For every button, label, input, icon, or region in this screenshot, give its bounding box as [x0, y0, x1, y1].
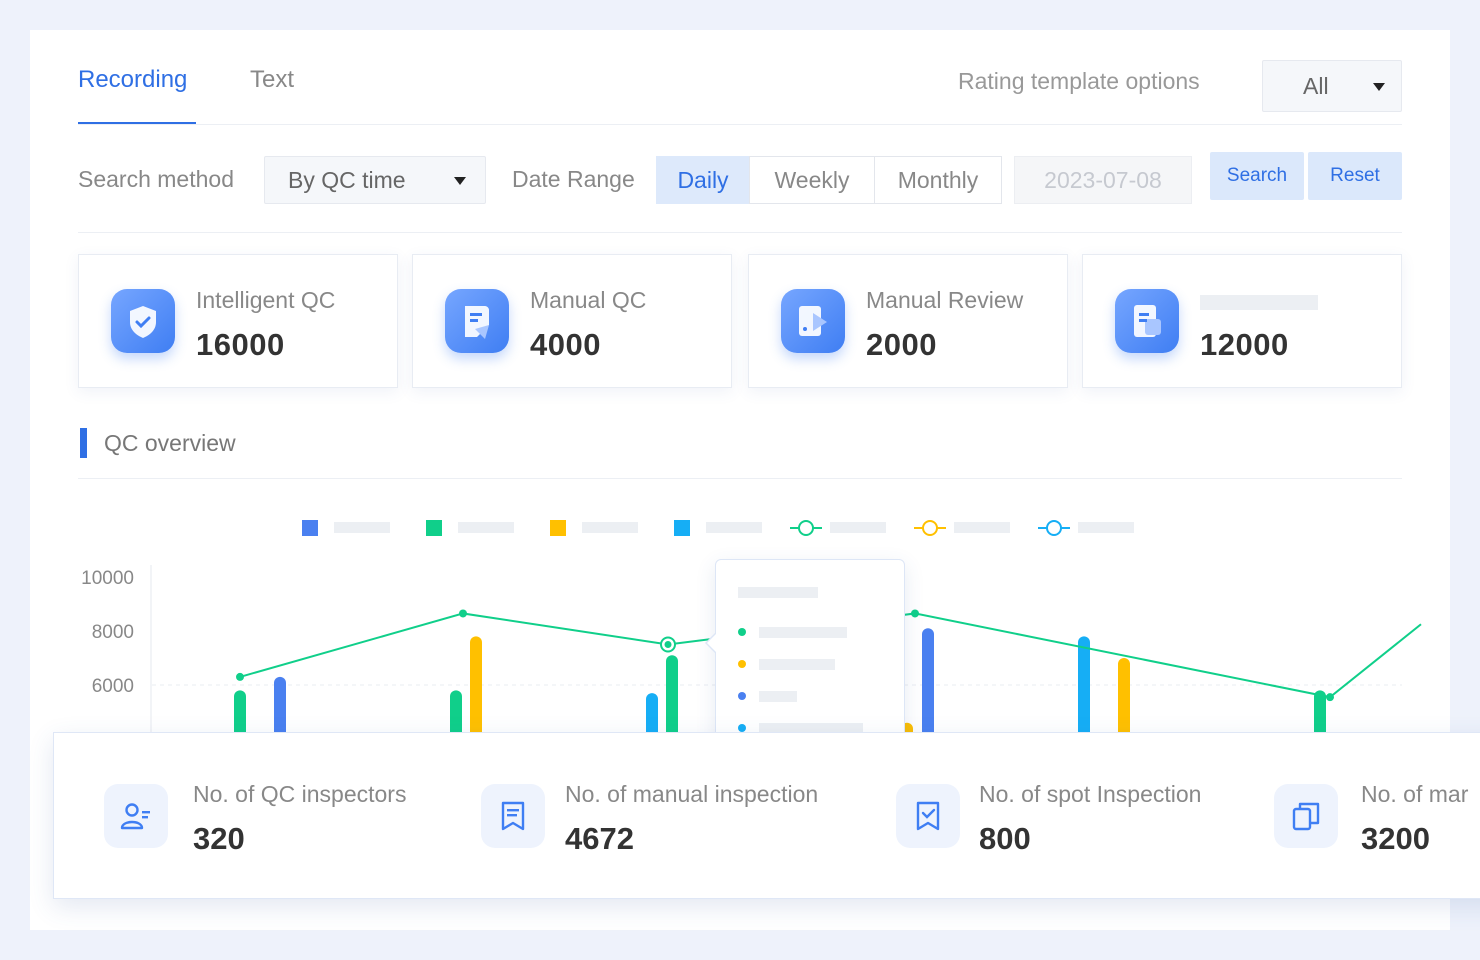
legend-marker [1046, 520, 1062, 536]
legend-marker [922, 520, 938, 536]
date-range-label: Date Range [512, 166, 635, 192]
stat-value: 4000 [530, 327, 601, 362]
legend-swatch [674, 520, 690, 536]
period-daily[interactable]: Daily [656, 156, 750, 204]
tab-recording[interactable]: Recording [78, 66, 188, 93]
stat-title: Manual QC [530, 287, 647, 313]
bar-yellow [470, 636, 482, 760]
chart-tooltip [705, 559, 905, 759]
user-list-icon [104, 784, 168, 848]
bottom-stats-panel: No. of QC inspectors 320 No. of manual i… [53, 732, 1480, 899]
bottom-stat-title: No. of manual inspection [565, 781, 819, 807]
date-input[interactable]: 2023-07-08 [1014, 156, 1192, 204]
rating-template-label: Rating template options [958, 68, 1200, 94]
shield-check-icon [111, 289, 175, 353]
bar-cyan [1078, 636, 1090, 760]
line-point [664, 641, 672, 648]
stat-card-manual-qc: Manual QC 4000 [412, 254, 732, 388]
stat-value: 16000 [196, 327, 285, 362]
line-point [459, 609, 467, 618]
line-point [236, 672, 244, 681]
y-tick-label: 8000 [92, 622, 134, 643]
chevron-down-icon [454, 177, 466, 185]
tooltip-row-placeholder [759, 691, 797, 702]
bottom-stat-value: 320 [193, 821, 245, 856]
tooltip-row-placeholder [759, 659, 835, 670]
legend-label-placeholder [334, 522, 390, 533]
rating-template-value: All [1303, 73, 1329, 99]
chevron-down-icon [1373, 83, 1385, 91]
stat-card-total: 12000 [1082, 254, 1402, 388]
section-marker [80, 428, 87, 458]
overview-title: QC overview [104, 430, 236, 456]
tabs-divider [78, 124, 1402, 125]
y-tick-label: 10000 [81, 568, 134, 589]
bookmark-doc-icon [481, 784, 545, 848]
legend-swatch [550, 520, 566, 536]
legend-label-placeholder [582, 522, 638, 533]
active-tab-indicator [78, 122, 196, 125]
search-method-select[interactable]: By QC time [264, 156, 486, 204]
y-tick-label: 6000 [92, 676, 134, 697]
line-point [911, 609, 919, 618]
stat-title: Intelligent QC [196, 287, 336, 313]
document-edit-icon [445, 289, 509, 353]
legend-marker [798, 520, 814, 536]
legend-swatch [302, 520, 318, 536]
period-monthly[interactable]: Monthly [874, 156, 1002, 204]
search-method-value: By QC time [288, 167, 406, 193]
reset-button[interactable]: Reset [1308, 152, 1402, 200]
stat-card-manual-review: Manual Review 2000 [748, 254, 1068, 388]
review-play-icon [781, 289, 845, 353]
tooltip-row-placeholder [759, 723, 863, 734]
tooltip-series-dot [738, 628, 746, 636]
bottom-stat-value: 3200 [1361, 821, 1430, 856]
legend-label-placeholder [830, 522, 886, 533]
bottom-stat-title: No. of QC inspectors [193, 781, 407, 807]
search-button[interactable]: Search [1210, 152, 1304, 200]
overview-divider [78, 478, 1402, 479]
stat-card-intelligent-qc: Intelligent QC 16000 [78, 254, 398, 388]
stat-title: Manual Review [866, 287, 1024, 313]
bottom-stat-title: No. of mar [1361, 781, 1469, 807]
copy-icon [1274, 784, 1338, 848]
rating-template-select[interactable]: All [1262, 60, 1402, 112]
bar-blue [922, 628, 934, 760]
legend-label-placeholder [954, 522, 1010, 533]
stat-value: 2000 [866, 327, 937, 362]
tooltip-title-placeholder [738, 587, 818, 598]
stat-value: 12000 [1200, 327, 1289, 362]
line-point [1326, 693, 1334, 702]
legend-label-placeholder [1078, 522, 1134, 533]
legend-swatch [426, 520, 442, 536]
tooltip-row-placeholder [759, 627, 847, 638]
bottom-stat-value: 800 [979, 821, 1031, 856]
bottom-stat-title: No. of spot Inspection [979, 781, 1202, 807]
legend-label-placeholder [458, 522, 514, 533]
search-method-label: Search method [78, 166, 234, 192]
filter-divider [78, 232, 1402, 233]
bottom-stat-value: 4672 [565, 821, 634, 856]
tab-text[interactable]: Text [250, 66, 295, 93]
document-list-icon [1115, 289, 1179, 353]
tooltip-series-dot [738, 660, 746, 668]
tooltip-series-dot [738, 724, 746, 732]
check-bookmark-icon [896, 784, 960, 848]
tooltip-series-dot [738, 692, 746, 700]
legend-label-placeholder [706, 522, 762, 533]
stat-title-placeholder [1200, 295, 1318, 310]
